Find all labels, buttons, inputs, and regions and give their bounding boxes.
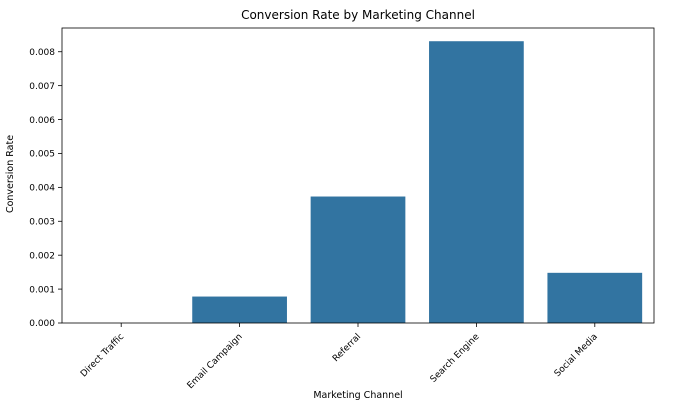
bar xyxy=(310,196,406,323)
y-tick-label: 0.004 xyxy=(29,184,55,194)
y-tick-label: 0.002 xyxy=(29,251,55,261)
x-tick-label: Search Engine xyxy=(429,332,482,385)
y-axis-label: Conversion Rate xyxy=(5,135,16,213)
y-tick-label: 0.005 xyxy=(29,150,55,160)
y-tick-label: 0.008 xyxy=(29,48,55,58)
y-tick-label: 0.000 xyxy=(29,319,55,329)
chart-title: Conversion Rate by Marketing Channel xyxy=(241,8,475,22)
y-tick-label: 0.007 xyxy=(29,82,55,92)
x-tick-label: Direct Traffic xyxy=(79,332,126,379)
x-axis-label: Marketing Channel xyxy=(313,390,402,401)
x-tick-label: Social Media xyxy=(553,332,600,379)
plot-area: 0.000 0.001 0.002 0.003 0.004 0.005 0.006 0.007… xyxy=(29,27,655,391)
y-tick-label: 0.001 xyxy=(29,285,55,295)
y-tick-label: 0.006 xyxy=(29,116,55,126)
x-tick-label: Email Campaign xyxy=(186,332,245,391)
bar xyxy=(547,272,643,323)
x-tick-label: Referral xyxy=(331,332,363,364)
y-tick-label: 0.003 xyxy=(29,217,55,227)
bar xyxy=(429,41,524,323)
bar xyxy=(192,296,287,323)
